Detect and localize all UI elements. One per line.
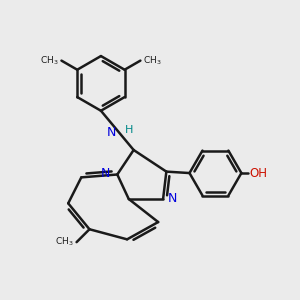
Text: OH: OH	[250, 167, 268, 180]
Text: N: N	[101, 167, 110, 180]
Text: CH$_3$: CH$_3$	[55, 236, 74, 248]
Text: H: H	[124, 124, 133, 134]
Text: N: N	[167, 193, 177, 206]
Text: N: N	[107, 126, 116, 139]
Text: CH$_3$: CH$_3$	[143, 54, 162, 67]
Text: CH$_3$: CH$_3$	[40, 54, 59, 67]
